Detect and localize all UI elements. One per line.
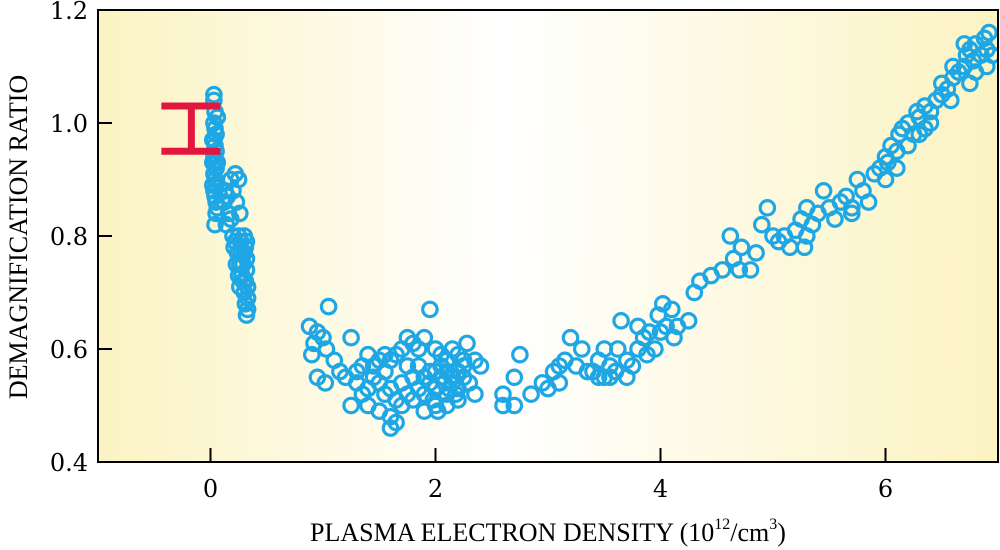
- data-point: [342, 396, 360, 415]
- x-tick-label: 6: [878, 475, 893, 503]
- data-point: [454, 357, 473, 375]
- data-point: [205, 85, 223, 104]
- x-axis-title-exponent: 12: [714, 516, 730, 533]
- data-point: [505, 368, 524, 387]
- y-axis-title: DEMAGNIFICATION RATIO: [4, 75, 33, 399]
- data-point: [319, 297, 338, 316]
- data-point: [421, 300, 439, 319]
- data-point: [208, 108, 227, 127]
- y-tick-label: 0.4: [50, 449, 88, 477]
- data-point: [237, 306, 256, 324]
- data-point: [572, 340, 591, 358]
- data-point: [561, 328, 580, 347]
- x-axis-ticks: 0 2 4 6: [203, 448, 893, 503]
- data-point: [638, 345, 656, 364]
- data-point: [376, 362, 394, 381]
- data-point: [941, 91, 960, 110]
- data-point: [741, 261, 760, 279]
- data-point: [522, 385, 540, 403]
- y-tick-label: 0.6: [50, 336, 88, 364]
- data-point: [314, 328, 332, 347]
- x-tick-label: 0: [203, 475, 218, 503]
- data-point: [550, 374, 569, 392]
- data-point: [316, 374, 335, 392]
- data-point: [955, 35, 974, 53]
- data-point: [231, 204, 249, 223]
- y-tick-label: 1.0: [50, 110, 88, 138]
- data-point: [795, 238, 814, 257]
- data-point: [713, 261, 732, 279]
- data-point: [317, 340, 336, 358]
- data-point: [961, 74, 979, 93]
- data-point: [415, 328, 434, 347]
- data-point: [206, 215, 224, 234]
- x-axis-title: PLASMA ELECTRON DENSITY (1012/cm3): [310, 516, 786, 547]
- data-point: [424, 391, 443, 409]
- data-point: [747, 244, 765, 262]
- x-tick-label: 2: [428, 475, 443, 503]
- data-point: [758, 199, 777, 217]
- data-point: [842, 199, 861, 217]
- data-point: [944, 57, 962, 76]
- data-point: [899, 136, 917, 155]
- data-point: [876, 170, 895, 189]
- y-axis-ticks: 0.4 0.6 0.8 1.0 1.2: [50, 0, 112, 477]
- y-tick-label: 0.8: [50, 223, 88, 251]
- data-point: [404, 391, 422, 409]
- data-point: [471, 357, 490, 375]
- data-point: [732, 238, 751, 257]
- data-point: [494, 396, 512, 415]
- data-point: [629, 317, 647, 336]
- data-point: [208, 153, 227, 172]
- data-point: [446, 385, 465, 403]
- data-point: [617, 368, 636, 387]
- x-tick-label: 4: [653, 475, 668, 503]
- data-point: [612, 311, 630, 330]
- data-point: [842, 204, 861, 223]
- data-point: [505, 396, 524, 415]
- data-point: [921, 102, 940, 121]
- data-point: [234, 272, 252, 290]
- data-points: [204, 23, 998, 437]
- data-point: [595, 340, 614, 358]
- data-point: [398, 357, 417, 375]
- x-axis-title-close: ): [777, 518, 786, 547]
- data-point: [466, 385, 484, 403]
- data-point: [916, 119, 934, 138]
- data-point: [227, 193, 246, 211]
- data-point: [229, 170, 248, 189]
- data-point: [426, 362, 445, 381]
- data-point: [458, 334, 476, 353]
- data-point: [932, 74, 951, 93]
- data-point: [494, 385, 512, 403]
- data-point: [511, 345, 529, 364]
- data-point: [797, 227, 816, 245]
- data-point: [679, 311, 698, 330]
- x-axis-title-unit: /cm: [730, 518, 769, 547]
- data-point: [207, 204, 225, 223]
- data-point: [752, 215, 771, 234]
- x-axis-title-unit-exponent: 3: [769, 516, 777, 533]
- data-point: [651, 323, 670, 341]
- data-point: [662, 300, 681, 319]
- data-point: [980, 23, 998, 42]
- y-tick-label: 1.2: [50, 0, 88, 25]
- reference-marker: [161, 102, 221, 155]
- data-point: [204, 131, 222, 149]
- data-point: [814, 182, 833, 200]
- data-point: [730, 261, 749, 279]
- data-point: [601, 368, 619, 387]
- data-point: [589, 368, 608, 387]
- data-point: [977, 57, 996, 76]
- data-point: [302, 345, 321, 364]
- data-point: [826, 210, 844, 228]
- data-point: [342, 328, 360, 347]
- data-point: [859, 193, 878, 211]
- data-point: [887, 159, 906, 177]
- data-point: [721, 227, 740, 245]
- data-point: [236, 238, 255, 257]
- data-point: [381, 419, 400, 437]
